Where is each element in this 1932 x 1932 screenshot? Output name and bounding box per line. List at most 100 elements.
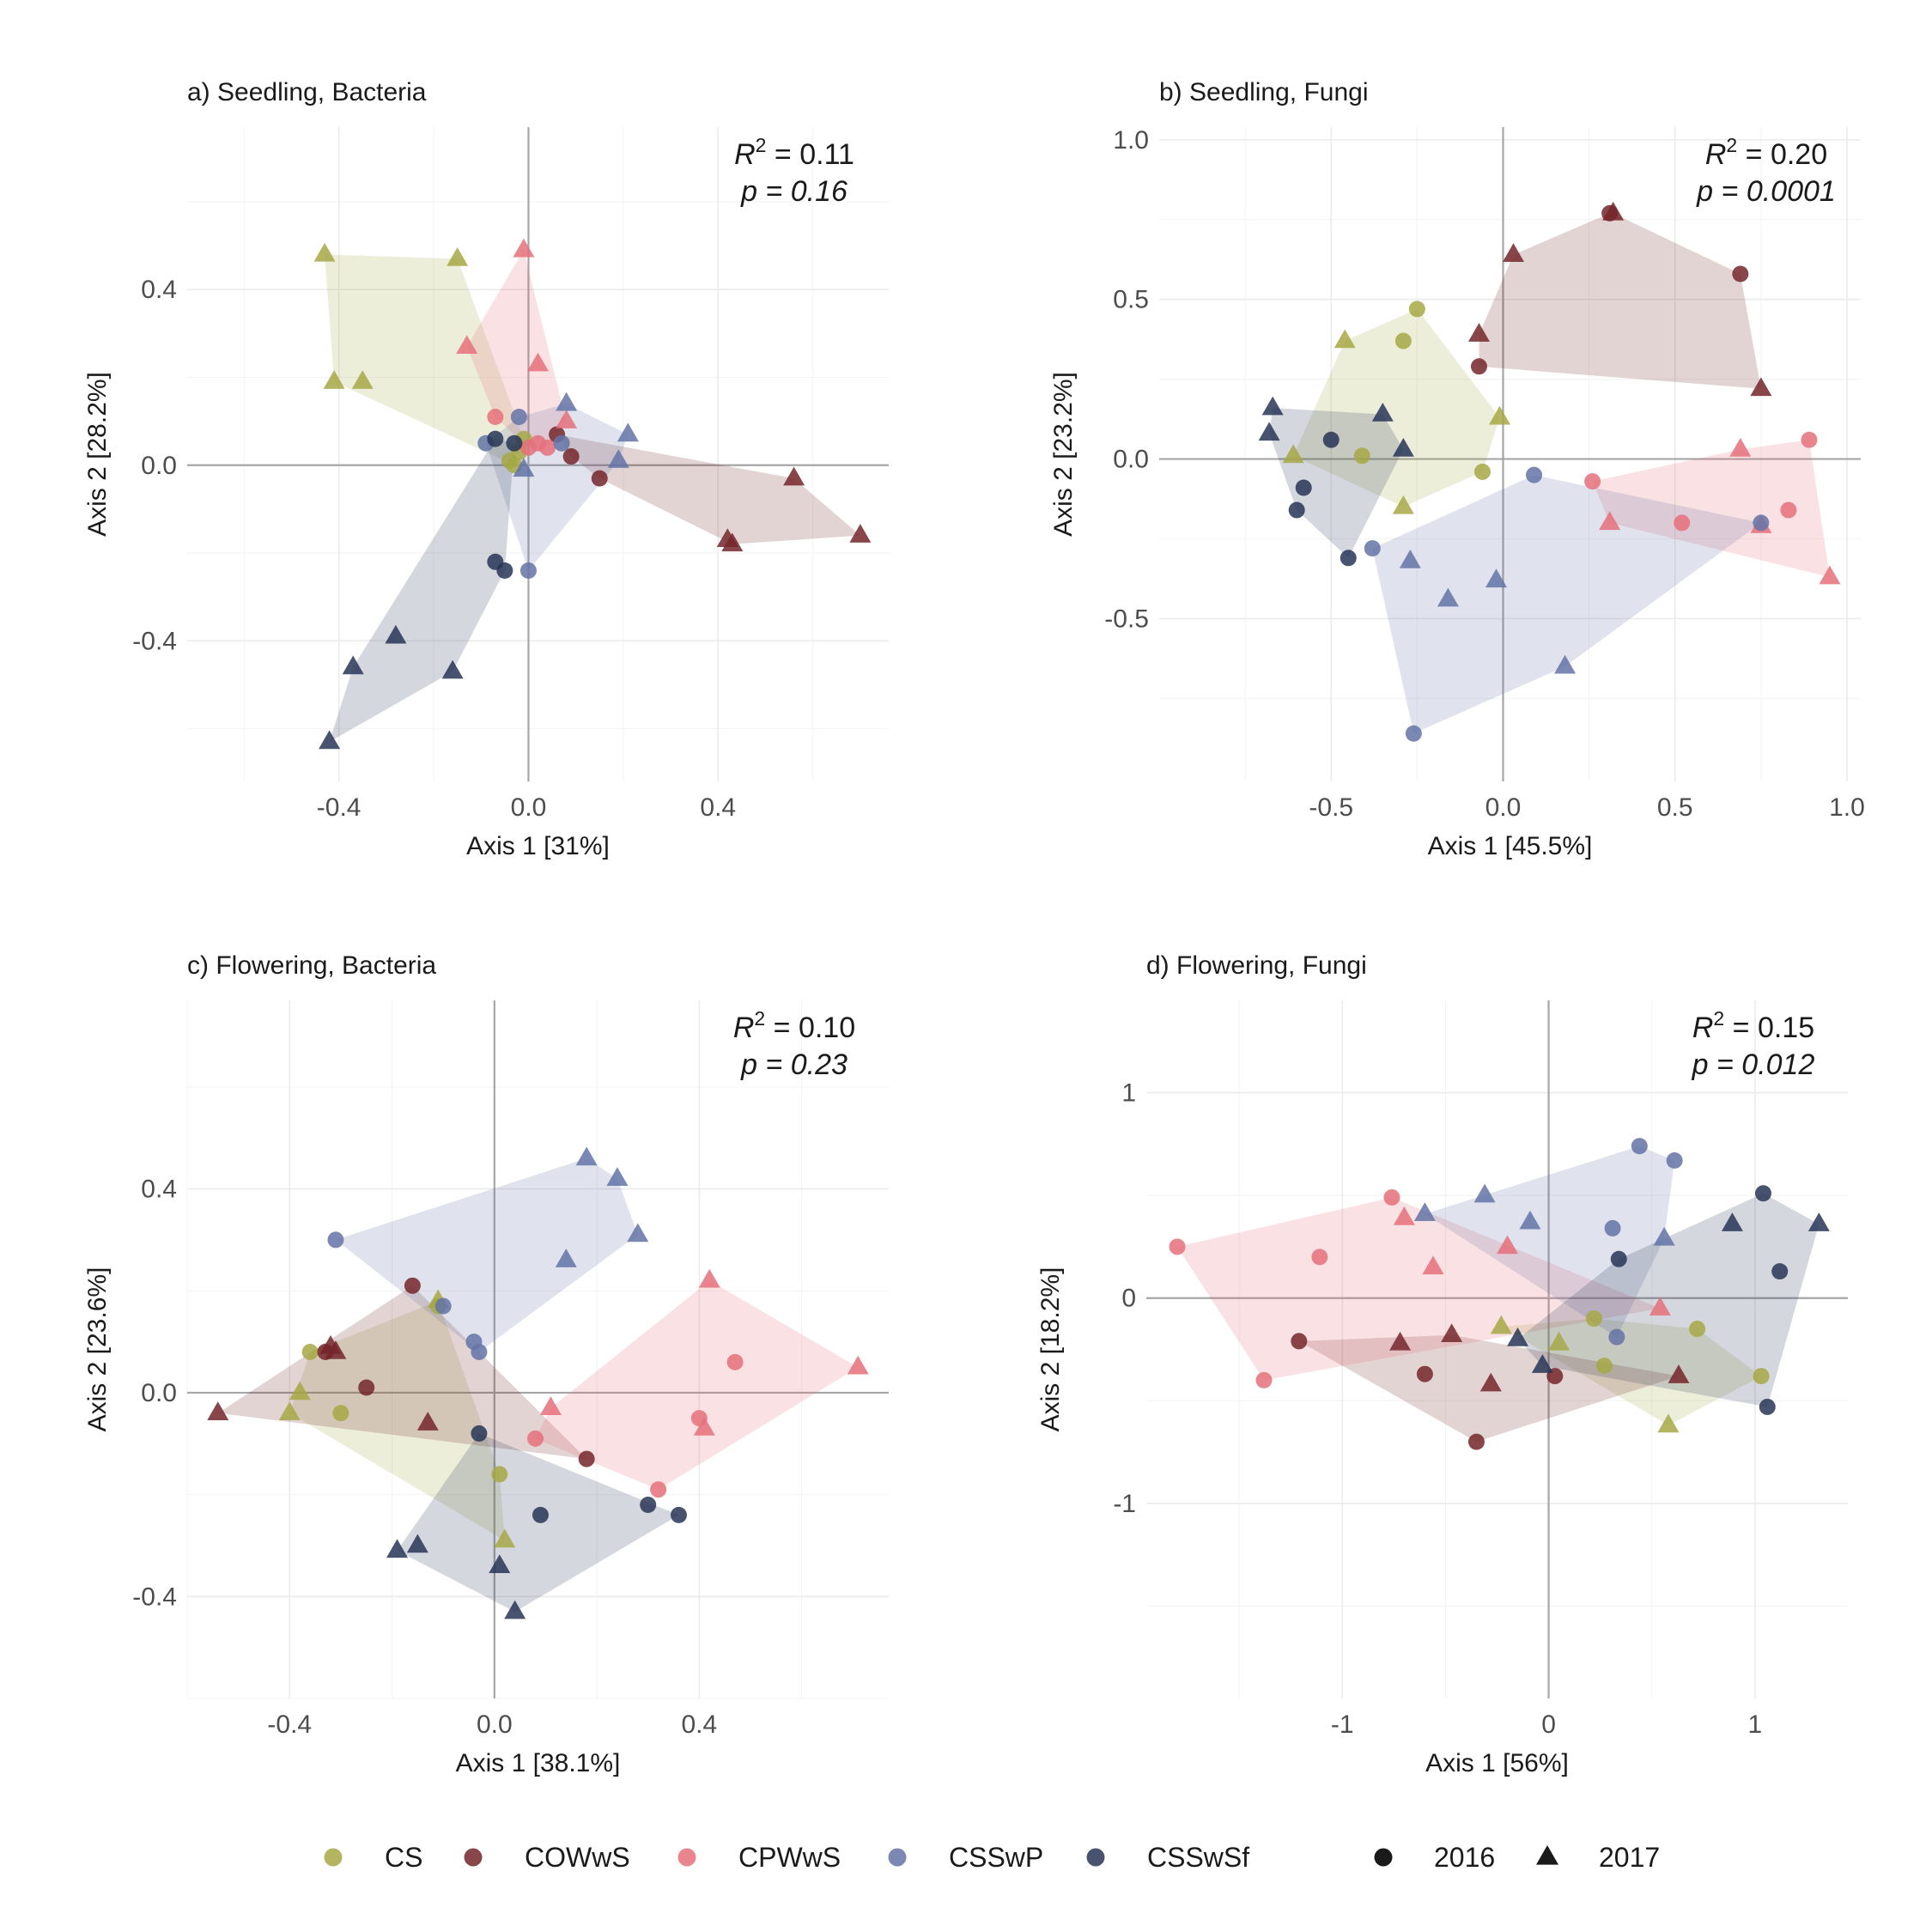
panel-d: -1 0 1 -1 0 1 Axis 1 [56%] Axis 2 [18.2%] d) Flo… xyxy=(1036,951,1848,1777)
point-csswp-2016 xyxy=(1753,514,1769,531)
point-cpwws-2016 xyxy=(650,1481,666,1498)
point-csswp-2016 xyxy=(1364,540,1381,556)
x-tick-label: -0.5 xyxy=(1309,793,1353,822)
y-axis-title: Axis 2 [23.2%] xyxy=(1049,372,1078,537)
x-tick-label: 0.0 xyxy=(1485,793,1522,822)
y-tick-label: -1 xyxy=(1113,1490,1136,1518)
point-cs-2016 xyxy=(1409,301,1425,317)
legend-swatch-cs xyxy=(325,1849,343,1867)
point-cowws-2016 xyxy=(358,1380,374,1396)
point-cowws-2016 xyxy=(1417,1366,1433,1382)
r-squared-annotation: R2 = 0.10 xyxy=(733,1007,855,1044)
p-value-annotation: p = 0.23 xyxy=(740,1048,848,1081)
point-cpwws-2016 xyxy=(1780,502,1796,519)
point-cs-2016 xyxy=(1689,1321,1705,1337)
y-tick-label: 0.0 xyxy=(141,452,177,480)
point-cpwws-2016 xyxy=(1383,1189,1400,1206)
point-cowws-2016 xyxy=(404,1278,421,1294)
point-csswp-2016 xyxy=(554,435,570,452)
x-tick-label: 0.0 xyxy=(477,1710,513,1739)
point-csswsf-2016 xyxy=(487,431,503,447)
y-tick-label: 0 xyxy=(1121,1285,1136,1313)
point-csswp-2016 xyxy=(1631,1138,1648,1154)
y-tick-label: 0.4 xyxy=(141,276,177,304)
point-cpwws-2017 xyxy=(1729,438,1751,457)
point-cpwws-2017 xyxy=(699,1269,720,1288)
point-csswsf-2016 xyxy=(1611,1251,1627,1267)
legend-swatch-csswp xyxy=(889,1849,907,1867)
legend-shape-2017 xyxy=(1536,1845,1558,1865)
legend-label-2016: 2016 xyxy=(1434,1842,1495,1873)
panel-c: -0.4 0.0 0.4-0.40.00.4Axis 1 [38.1%]Axis 2… xyxy=(83,951,889,1777)
legend-label-csswp: CSSwP xyxy=(949,1842,1043,1873)
point-csswp-2016 xyxy=(435,1298,452,1315)
point-cpwws-2016 xyxy=(539,440,556,456)
y-tick-label: -0.5 xyxy=(1104,605,1149,633)
point-csswp-2017 xyxy=(576,1146,598,1165)
y-tick-label: 0.4 xyxy=(141,1176,177,1204)
hull-csswp xyxy=(1372,475,1761,733)
panel-a: -0.4 0.0 0.4 -0.4 0.0 0.4 Axis 1 [31%] Axis 2 [… xyxy=(83,78,889,860)
r-squared-annotation: R2 = 0.15 xyxy=(1692,1007,1814,1044)
y-tick-label: 0.5 xyxy=(1113,286,1149,314)
x-tick-label: 1.0 xyxy=(1829,793,1865,822)
y-axis-title: Axis 2 [28.2%] xyxy=(83,372,112,537)
y-tick-label: -0.4 xyxy=(132,627,177,655)
point-csswsf-2016 xyxy=(506,435,522,452)
legend-shape-2016 xyxy=(1375,1849,1393,1867)
point-cs-2016 xyxy=(1395,333,1412,349)
legend-label-cs: CS xyxy=(385,1842,422,1873)
x-tick-label: 0.4 xyxy=(681,1710,717,1739)
point-cpwws-2016 xyxy=(1170,1238,1186,1255)
point-cpwws-2016 xyxy=(487,409,503,425)
point-csswp-2016 xyxy=(1526,467,1542,483)
point-cs-2017 xyxy=(314,243,336,262)
point-csswp-2016 xyxy=(1406,726,1422,742)
panel-title: b) Seedling, Fungi xyxy=(1159,78,1369,106)
point-csswp-2016 xyxy=(1608,1329,1625,1346)
point-cpwws-2016 xyxy=(527,1431,544,1447)
legend-swatch-cowws xyxy=(465,1849,483,1867)
panel-b: -0.5 0.0 0.5 1.0-0.50.00.51.0Axis 1 [45.5%]… xyxy=(1049,78,1865,860)
hull-csswsf xyxy=(330,439,514,742)
point-cowws-2016 xyxy=(1601,205,1618,222)
x-tick-label: -0.4 xyxy=(317,793,361,822)
point-csswp-2016 xyxy=(511,409,527,425)
point-cowws-2016 xyxy=(1468,1434,1485,1450)
r-squared-annotation: R2 = 0.20 xyxy=(1705,134,1827,171)
point-csswsf-2016 xyxy=(1340,550,1357,566)
y-tick-label: 0.0 xyxy=(141,1379,177,1407)
x-tick-label: -0.4 xyxy=(267,1710,312,1739)
point-csswsf-2016 xyxy=(1755,1185,1771,1201)
point-cowws-2017 xyxy=(783,467,805,486)
point-csswp-2016 xyxy=(327,1231,343,1248)
p-value-annotation: p = 0.0001 xyxy=(1696,175,1836,208)
point-cowws-2016 xyxy=(1471,358,1487,374)
point-cs-2016 xyxy=(1596,1358,1613,1374)
legend: CS COWwS CPWwS CSSwP CSSwSf 2016 2017 xyxy=(325,1842,1661,1873)
point-csswsf-2016 xyxy=(532,1507,549,1523)
point-csswp-2016 xyxy=(1667,1152,1683,1169)
x-axis-title: Axis 1 [56%] xyxy=(1425,1749,1569,1777)
point-cpwws-2016 xyxy=(1801,432,1817,448)
point-csswp-2016 xyxy=(1605,1220,1621,1236)
point-csswsf-2016 xyxy=(1771,1263,1788,1279)
x-tick-label: 1 xyxy=(1748,1710,1763,1739)
panel-title: d) Flowering, Fungi xyxy=(1146,951,1367,980)
point-cpwws-2016 xyxy=(1584,473,1601,489)
point-cpwws-2016 xyxy=(691,1410,708,1426)
point-cpwws-2016 xyxy=(1311,1249,1327,1265)
x-tick-label: 0.0 xyxy=(511,793,547,822)
x-axis-title: Axis 1 [31%] xyxy=(466,832,610,860)
point-cpwws-2016 xyxy=(1255,1372,1272,1388)
x-tick-label: -1 xyxy=(1331,1710,1354,1739)
point-cs-2016 xyxy=(302,1344,319,1360)
y-tick-label: 1.0 xyxy=(1113,126,1149,155)
p-value-annotation: p = 0.012 xyxy=(1692,1048,1815,1081)
x-axis-title: Axis 1 [45.5%] xyxy=(1428,832,1593,860)
x-axis-title: Axis 1 [38.1%] xyxy=(456,1749,621,1777)
y-tick-label: -0.4 xyxy=(132,1583,177,1611)
point-csswp-2016 xyxy=(520,562,537,579)
point-cowws-2016 xyxy=(1732,265,1748,282)
